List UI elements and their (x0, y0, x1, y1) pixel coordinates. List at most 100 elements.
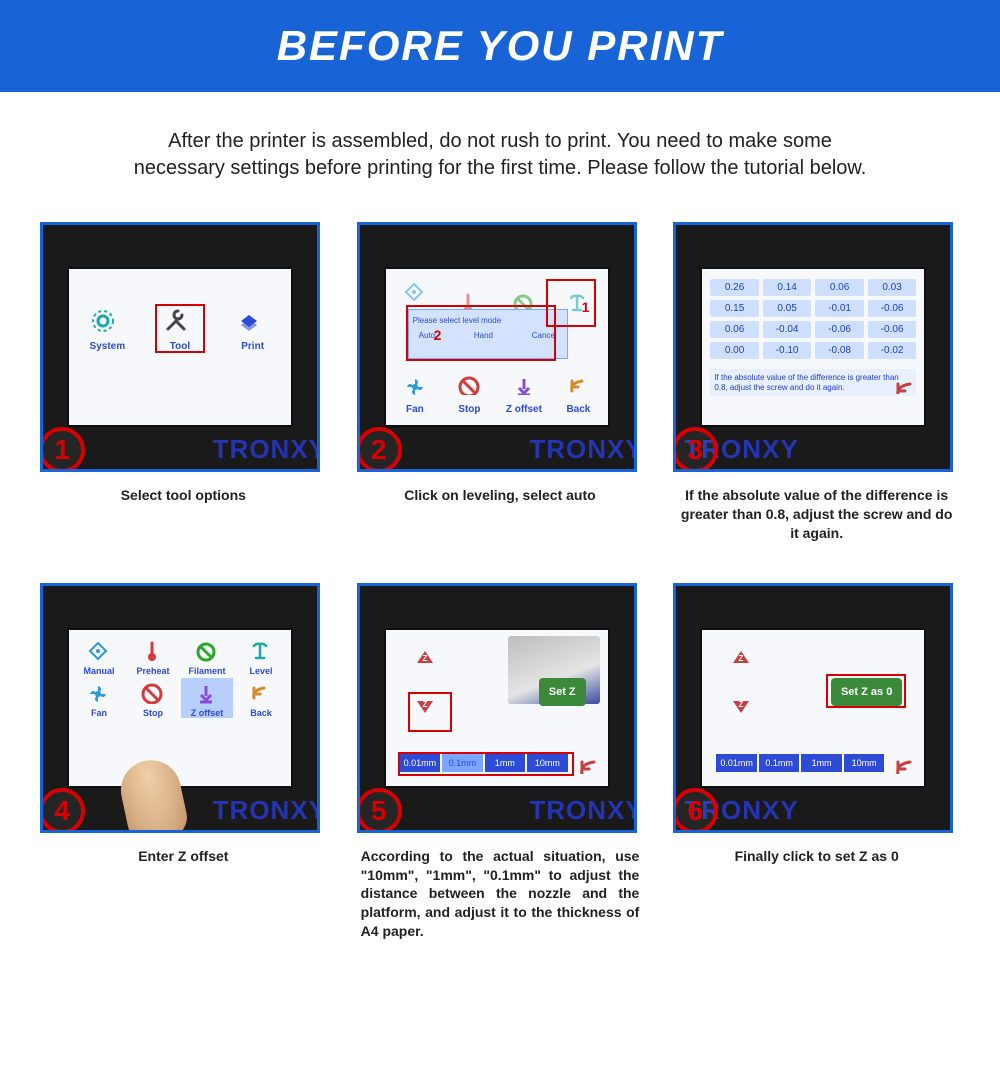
step-4: Manual Preheat Filament Level Fan Stop Z… (40, 583, 327, 941)
level-value-cell: -0.04 (763, 321, 812, 338)
zoffset-icon (194, 682, 220, 704)
z-up-button[interactable] (412, 644, 448, 674)
step-6-photo: Set Z as 0 0.01mm0.1mm1mm10mm TRONXY 6 (673, 583, 953, 833)
back-icon (248, 682, 274, 704)
manual-icon (402, 281, 428, 303)
back-icon (566, 375, 590, 395)
tile-fan[interactable]: Fan (73, 678, 125, 718)
level-value-cell: 0.14 (763, 279, 812, 296)
step-5: Set Z 0.01mm0.1mm1mm10mm TRONXY 5 Accord… (357, 583, 644, 941)
level-value-cell: 0.15 (710, 300, 759, 317)
tool-icon (164, 309, 196, 335)
tile-print-label: Print (241, 341, 264, 352)
z-down-button[interactable] (728, 694, 764, 724)
z-down-icon (729, 695, 763, 723)
step-1-photo: System Tool Print TRONXY 1 (40, 222, 320, 472)
steps-grid: System Tool Print TRONXY 1 Select tool o… (0, 202, 1000, 981)
manual-icon (86, 640, 112, 662)
tile-back[interactable]: Back (235, 678, 287, 718)
step-6: Set Z as 0 0.01mm0.1mm1mm10mm TRONXY 6 F… (673, 583, 960, 941)
level-value-cell: -0.02 (868, 342, 917, 359)
tile-filament[interactable]: Filament (181, 636, 233, 676)
tile-system-label: System (90, 341, 126, 352)
back-arrow-icon[interactable] (892, 378, 912, 394)
brand-logo: TRONXY (213, 434, 320, 465)
step-2-badge: 2 (357, 427, 402, 472)
step-1-badge: 1 (40, 427, 85, 472)
page-header: BEFORE YOU PRINT (0, 0, 1000, 92)
step-3-caption: If the absolute value of the difference … (673, 486, 960, 543)
level-icon (248, 640, 274, 662)
tile-zoffset[interactable]: Z offset (500, 368, 548, 415)
step-2-photo: Ma Please select level mode Auto Hand Ca… (357, 222, 637, 472)
set-z-button[interactable]: Set Z (539, 678, 586, 706)
z-up-icon (413, 645, 447, 673)
level-note: If the absolute value of the difference … (710, 369, 916, 396)
level-value-grid: 0.260.140.060.030.150.05-0.01-0.060.06-0… (702, 269, 924, 363)
preheat-icon (140, 640, 166, 662)
highlight-2-num: 2 (434, 327, 442, 343)
level-value-cell: -0.06 (815, 321, 864, 338)
level-value-cell: 0.06 (710, 321, 759, 338)
brand-logo: TRONXY (213, 795, 320, 826)
mm-option[interactable]: 10mm (844, 754, 885, 772)
mm-row: 0.01mm0.1mm1mm10mm (716, 754, 884, 772)
highlight-mm (398, 752, 574, 776)
highlight-zdown (408, 692, 452, 732)
z-up-button[interactable] (728, 644, 764, 674)
tile-back[interactable]: Back (554, 368, 602, 415)
step-2: Ma Please select level mode Auto Hand Ca… (357, 222, 644, 543)
step-4-caption: Enter Z offset (40, 847, 327, 866)
step-1: System Tool Print TRONXY 1 Select tool o… (40, 222, 327, 543)
stop-icon (457, 375, 481, 395)
tile-system[interactable]: System (83, 305, 131, 352)
tile-manual[interactable]: Manual (73, 636, 125, 676)
level-value-cell: -0.06 (868, 321, 917, 338)
tile-stop[interactable]: Stop (127, 678, 179, 718)
fan-icon (403, 375, 427, 395)
level-value-cell: 0.05 (763, 300, 812, 317)
tile-tool-label: Tool (170, 341, 190, 352)
step-5-photo: Set Z 0.01mm0.1mm1mm10mm TRONXY 5 (357, 583, 637, 833)
step-1-caption: Select tool options (40, 486, 327, 505)
step-6-badge: 6 (673, 788, 718, 833)
mm-option[interactable]: 0.01mm (716, 754, 757, 772)
tile-preheat[interactable]: Preheat (127, 636, 179, 676)
brand-logo: TRONXY (529, 434, 636, 465)
tile-zoffset[interactable]: Z offset (181, 678, 233, 718)
level-value-cell: -0.06 (868, 300, 917, 317)
step-4-photo: Manual Preheat Filament Level Fan Stop Z… (40, 583, 320, 833)
gear-icon (91, 309, 123, 335)
tile-fan[interactable]: Fan (391, 368, 439, 415)
level-value-cell: 0.00 (710, 342, 759, 359)
level-value-cell: 0.26 (710, 279, 759, 296)
zoffset-icon (512, 375, 536, 395)
stop-icon (140, 682, 166, 704)
step-5-badge: 5 (357, 788, 402, 833)
step-6-caption: Finally click to set Z as 0 (673, 847, 960, 866)
intro-text: After the printer is assembled, do not r… (0, 92, 1000, 202)
tile-level[interactable]: Level (235, 636, 287, 676)
print-icon (237, 309, 269, 335)
highlight-setz (826, 674, 906, 708)
tile-print[interactable]: Print (229, 305, 277, 352)
step-3: 0.260.140.060.030.150.05-0.01-0.060.06-0… (673, 222, 960, 543)
level-value-cell: -0.08 (815, 342, 864, 359)
tile-tool[interactable]: Tool (156, 305, 204, 352)
level-value-cell: 0.03 (868, 279, 917, 296)
mm-option[interactable]: 1mm (801, 754, 842, 772)
highlight-1-num: 1 (582, 299, 590, 315)
step-5-caption: According to the actual situation, use "… (357, 847, 644, 941)
back-arrow-icon[interactable] (892, 756, 914, 774)
back-arrow-icon[interactable] (576, 756, 598, 774)
step-2-caption: Click on leveling, select auto (357, 486, 644, 505)
level-value-cell: 0.06 (815, 279, 864, 296)
tile-stop[interactable]: Stop (445, 368, 493, 415)
step-3-photo: 0.260.140.060.030.150.05-0.01-0.060.06-0… (673, 222, 953, 472)
z-up-icon (729, 645, 763, 673)
brand-logo: TRONXY (529, 795, 636, 826)
filament-icon (194, 640, 220, 662)
step-3-badge: 3 (673, 427, 718, 472)
mm-option[interactable]: 0.1mm (759, 754, 800, 772)
level-value-cell: -0.01 (815, 300, 864, 317)
